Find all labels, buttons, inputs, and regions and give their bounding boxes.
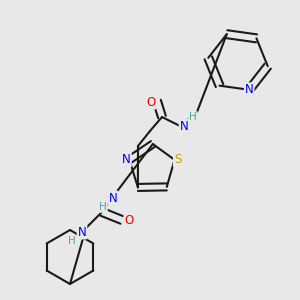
Text: O: O <box>146 95 156 109</box>
Text: O: O <box>124 214 134 226</box>
Text: H: H <box>189 112 197 122</box>
Text: N: N <box>109 191 117 205</box>
Text: N: N <box>78 226 86 238</box>
Text: N: N <box>122 153 131 166</box>
Text: H: H <box>99 202 107 212</box>
Text: S: S <box>174 153 181 166</box>
Text: H: H <box>68 236 76 246</box>
Text: N: N <box>245 83 254 96</box>
Text: N: N <box>180 119 188 133</box>
